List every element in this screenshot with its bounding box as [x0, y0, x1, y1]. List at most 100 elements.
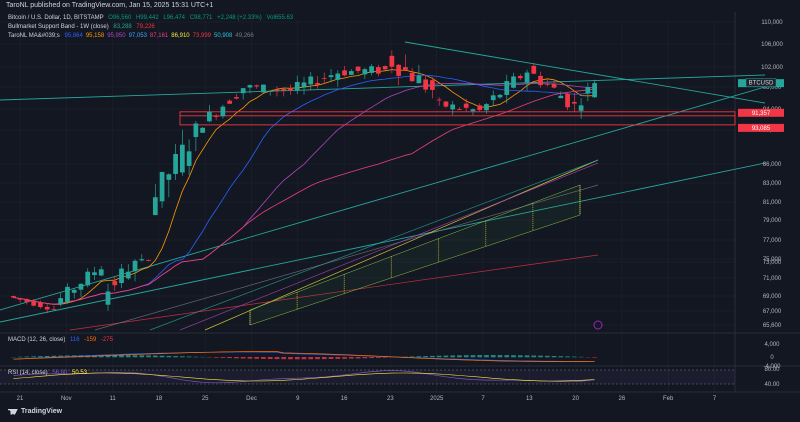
macd-legend[interactable]: MACD (12, 26, close) 116 -159 -275	[8, 336, 116, 344]
ma-legend[interactable]: TaroNL MA&#039;s 95,864 95,158 95,950 97,05…	[8, 32, 257, 40]
macd-histogram-bar	[139, 355, 145, 358]
candle-body	[267, 90, 273, 92]
macd-histogram-bar	[362, 357, 368, 359]
support-zone-box	[179, 111, 736, 126]
candle-body	[146, 260, 151, 261]
macd-histogram-bar	[220, 357, 226, 358]
macd-histogram-bar	[369, 357, 374, 359]
macd-tick-label: -4,000	[763, 364, 781, 370]
candle-body	[65, 286, 70, 303]
price-tick-label: 81,000	[763, 200, 782, 206]
rsi-pane	[0, 369, 735, 385]
macd-histogram-bar	[267, 357, 273, 360]
time-tick-label: 25	[202, 396, 209, 402]
candle-body	[592, 83, 597, 98]
candle-body	[382, 66, 388, 70]
candle-body	[78, 283, 84, 290]
candle-body	[261, 84, 266, 93]
macd-histogram-bar	[571, 356, 577, 358]
macd-histogram-bar	[463, 355, 469, 358]
macd-histogram-bar	[98, 355, 104, 358]
time-tick-label: 20	[572, 396, 579, 402]
price-tick-label: 102,000	[761, 65, 783, 71]
macd-histogram-bar	[403, 356, 408, 358]
macd-histogram-bar	[281, 357, 287, 360]
macd-histogram-bar	[524, 355, 530, 358]
time-tick-label: 9	[296, 396, 300, 402]
bull-band-legend[interactable]: Bullmarket Support Band - 1W (close) 83,…	[8, 23, 158, 31]
candle-body	[348, 71, 354, 75]
time-tick-label: 2025	[430, 396, 444, 402]
candle-body	[396, 64, 401, 76]
support-price-label: 91,357	[752, 111, 771, 117]
support-price-tag	[738, 108, 784, 117]
macd-histogram-bar	[517, 355, 523, 358]
macd-label: MACD (12, 26, close)	[8, 337, 66, 343]
macd-histogram-bar	[423, 356, 429, 358]
time-tick-label: 23	[387, 396, 394, 402]
macd-histogram-bar	[234, 357, 239, 359]
price-tick-label: 65,600	[763, 323, 782, 329]
macd-histogram-bar	[213, 357, 219, 358]
macd-histogram-bar	[31, 356, 37, 358]
alert-marker-icon	[593, 320, 603, 330]
price-tick-label: 71,000	[763, 276, 782, 282]
candle-body	[389, 55, 395, 67]
volume-value: Vol655.63	[266, 15, 294, 21]
publisher-line: TaroNL published on TradingView.com, Jan…	[6, 2, 214, 9]
candle-body	[531, 65, 537, 74]
candle-body	[220, 106, 226, 117]
candle-body	[315, 82, 320, 85]
tradingview-brand[interactable]: TradingView	[8, 408, 62, 415]
candle-body	[301, 82, 307, 88]
price-tick-label: 98,000	[763, 85, 782, 91]
candle-body	[565, 93, 570, 108]
macd-histogram-bar	[457, 355, 462, 358]
rsi-tick-label: 40.00	[764, 382, 780, 388]
candle-body	[511, 76, 516, 88]
candle-body	[423, 79, 429, 90]
high-value: H99,442	[135, 15, 159, 21]
candle-body	[179, 144, 185, 173]
ma-value: 87,161	[149, 33, 169, 39]
low-value: L96,474	[163, 15, 186, 21]
macd-histogram-bar	[193, 356, 199, 358]
candle-body	[497, 94, 503, 98]
bull-band-label: Bullmarket Support Band - 1W (close)	[8, 24, 109, 30]
macd-histogram-bar	[470, 355, 476, 358]
candle-body	[538, 75, 543, 86]
main-legend[interactable]: Bitcoin / U.S. Dollar, 1D, BITSTAMP O96,…	[8, 14, 296, 22]
macd-histogram-bar	[58, 355, 64, 358]
macd-histogram-bar	[301, 357, 307, 360]
ma-value: 95,158	[85, 33, 105, 39]
macd-histogram-bar	[497, 355, 503, 358]
rsi-tick-label: 80.00	[764, 367, 780, 373]
macd-tick-label: 0	[770, 355, 774, 361]
moving-averages	[13, 69, 599, 331]
candle-body	[58, 298, 64, 305]
time-tick-label: 13	[526, 396, 533, 402]
macd-histogram-bar	[477, 355, 483, 358]
candle-body	[308, 76, 314, 85]
macd-v2: -159	[84, 337, 97, 343]
candle-body	[571, 101, 577, 104]
candle-body	[139, 259, 145, 261]
candle-body	[362, 69, 368, 75]
candle-body	[105, 291, 111, 305]
price-tick-label: 69,000	[763, 294, 782, 300]
price-tick-label: 83,000	[763, 181, 782, 187]
macd-histogram-bar	[484, 355, 489, 358]
ma-value: 73,999	[192, 33, 211, 39]
macd-histogram-bar	[125, 355, 131, 358]
candle-body	[484, 104, 489, 111]
grid	[0, 12, 800, 393]
macd-histogram-bar	[335, 357, 341, 359]
candle-body	[85, 271, 91, 286]
macd-histogram-bar	[38, 356, 43, 358]
rsi-legend[interactable]: RSI (14, close) 56.80 50.53	[8, 369, 90, 377]
symbol-tag	[745, 78, 777, 87]
candle-body	[98, 269, 104, 276]
macd-histogram-bar	[565, 356, 570, 358]
candle-body	[409, 72, 415, 82]
